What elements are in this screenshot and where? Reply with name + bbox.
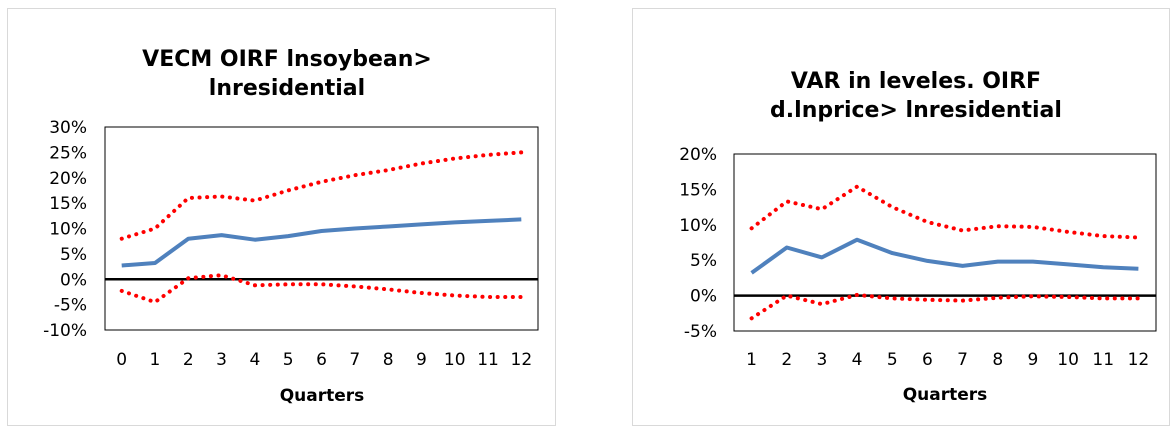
chart-panel-var: VAR in leveles. OIRF d.lnprice> lnreside… (632, 8, 1170, 426)
x-tick-label: 4 (249, 350, 260, 370)
x-tick-label: 10 (1057, 350, 1079, 370)
y-tick-label: 20% (49, 169, 87, 189)
y-tick-label: 15% (49, 194, 87, 214)
x-tick-label: 5 (283, 350, 294, 370)
y-tick-label: 0% (690, 287, 717, 307)
series-line-confidence-band (119, 150, 524, 241)
series-line-oirf (750, 237, 1139, 275)
chart-title-line-1: VECM OIRF lnsoybean> (142, 47, 432, 72)
x-tick-label: 12 (1128, 350, 1150, 370)
series-line-oirf (121, 217, 522, 268)
y-tick-label: -5% (684, 322, 717, 342)
x-tick-label: 1 (746, 350, 757, 370)
x-tick-label: 10 (444, 350, 466, 370)
x-tick-label: 0 (116, 350, 127, 370)
x-tick-label: 9 (416, 350, 427, 370)
x-tick-label: 6 (922, 350, 933, 370)
x-tick-label: 4 (852, 350, 863, 370)
chart-title-line-1: VAR in leveles. OIRF (791, 69, 1041, 94)
vecm-oirf-chart: VECM OIRF lnsoybean> lnresidential Quart… (43, 47, 539, 406)
x-tick-label: 1 (150, 350, 161, 370)
x-axis-title: Quarters (280, 386, 365, 406)
x-tick-label: 6 (316, 350, 327, 370)
x-tick-label: 12 (511, 350, 533, 370)
plot-area (733, 153, 1157, 332)
x-tick-label: 5 (887, 350, 898, 370)
y-tick-label: 30% (49, 118, 87, 138)
x-tick-label: 2 (781, 350, 792, 370)
x-axis-title: Quarters (903, 385, 988, 405)
series-line-confidence-band (749, 292, 1141, 321)
x-tick-label: 9 (1028, 350, 1039, 370)
x-tick-label: 11 (477, 350, 499, 370)
x-tick-label: 7 (957, 350, 968, 370)
x-tick-label: 8 (383, 350, 394, 370)
chart-panel-vecm: VECM OIRF lnsoybean> lnresidential Quart… (7, 8, 556, 426)
plot-area (104, 126, 539, 331)
y-tick-label: 5% (60, 245, 87, 265)
x-tick-label: 3 (216, 350, 227, 370)
x-tick-label: 3 (817, 350, 828, 370)
x-tick-label: 2 (183, 350, 194, 370)
series-line-confidence-band (119, 273, 524, 305)
series-line-confidence-band (749, 184, 1141, 240)
x-tick-label: 11 (1092, 350, 1114, 370)
x-tick-label: 8 (992, 350, 1003, 370)
var-oirf-chart: VAR in leveles. OIRF d.lnprice> lnreside… (679, 69, 1157, 405)
y-tick-label: 15% (679, 180, 717, 200)
y-tick-label: -10% (43, 321, 87, 341)
y-tick-label: 20% (679, 145, 717, 165)
y-tick-label: 10% (49, 220, 87, 240)
y-tick-label: 0% (60, 270, 87, 290)
x-tick-label: 7 (349, 350, 360, 370)
y-tick-label: 5% (690, 251, 717, 271)
y-tick-label: 10% (679, 216, 717, 236)
chart-title-line-2: lnresidential (209, 76, 365, 101)
chart-title-line-2: d.lnprice> lnresidential (770, 98, 1062, 123)
y-tick-label: 25% (49, 143, 87, 163)
y-tick-label: -5% (54, 296, 87, 316)
